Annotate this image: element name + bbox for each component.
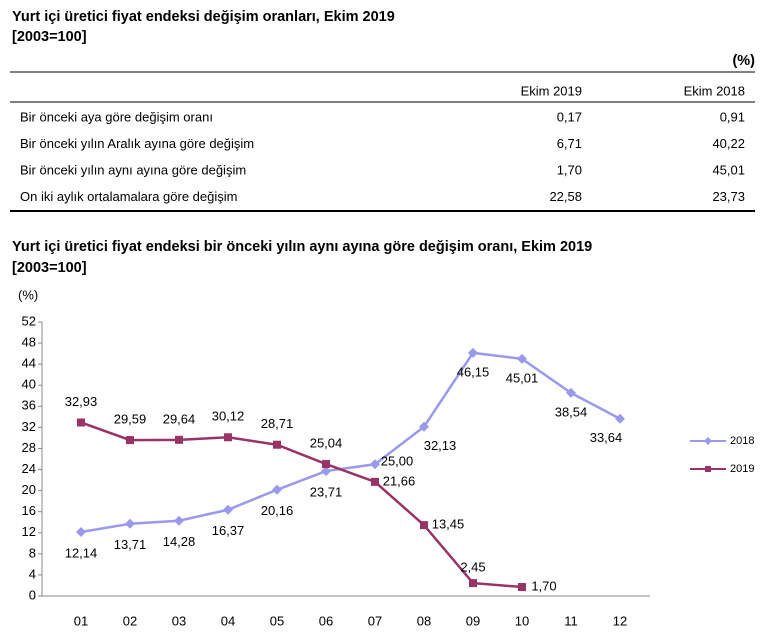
data-label: 1,70 [531, 578, 556, 593]
chart-subtitle: [2003=100] [12, 260, 87, 276]
marker [419, 421, 429, 432]
data-label: 25,04 [310, 435, 343, 450]
y-tick-label: 8 [29, 545, 36, 560]
data-label: 20,16 [261, 503, 294, 518]
y-tick-label: 20 [22, 482, 36, 497]
cell: 23,73 [712, 189, 745, 204]
x-tick-label: 09 [466, 613, 480, 628]
y-tick-label: 52 [22, 313, 36, 328]
marker [77, 418, 85, 427]
marker [175, 435, 183, 444]
unit-label: (%) [732, 53, 755, 69]
marker [126, 436, 134, 445]
marker [272, 484, 282, 495]
marker [322, 460, 330, 469]
data-label: 29,64 [163, 411, 196, 426]
data-label: 32,93 [65, 394, 98, 409]
marker [321, 466, 331, 477]
cell: 45,01 [712, 162, 745, 177]
series-line [80, 351, 621, 534]
cell: 6,71 [557, 136, 582, 151]
data-label: 12,14 [65, 545, 98, 560]
x-tick-label: 04 [221, 613, 235, 628]
marker [125, 518, 135, 529]
row-label: Bir önceki yılın Aralık ayına göre değiş… [20, 136, 254, 151]
data-label: 13,45 [432, 517, 465, 532]
cell: 0,91 [720, 109, 745, 124]
column-header: Ekim 2019 [521, 83, 582, 98]
marker [615, 413, 625, 424]
data-label: 29,59 [114, 412, 147, 427]
y-tick-label: 0 [29, 587, 36, 602]
table-body: Bir önceki aya göre değişim oranı 0,17 0,9… [20, 109, 745, 204]
marker [224, 433, 232, 442]
y-tick-label: 36 [22, 398, 36, 413]
marker [517, 353, 527, 364]
chart-title: Yurt içi üretici fiyat endeksi bir öncek… [12, 239, 592, 255]
y-tick-label: 16 [22, 503, 36, 518]
row-label: On iki aylık ortalamalara göre değişim [20, 189, 237, 204]
x-tick-label: 07 [368, 613, 382, 628]
x-tick-label: 02 [123, 613, 137, 628]
marker [420, 521, 428, 530]
y-tick-label: 4 [29, 566, 36, 581]
row-label: Bir önceki aya göre değişim oranı [20, 109, 213, 124]
x-tick-label: 12 [613, 613, 627, 628]
x-tick-label: 06 [319, 613, 333, 628]
data-label: 28,71 [261, 416, 294, 431]
data-label: 23,71 [310, 485, 343, 500]
y-tick-label: 28 [22, 440, 36, 455]
column-header: Ekim 2018 [684, 83, 745, 98]
data-label: 16,37 [212, 523, 245, 538]
legend-label: 2018 [730, 435, 754, 447]
data-label: 33,64 [590, 430, 623, 445]
marker [223, 504, 233, 515]
cell: 22,58 [549, 189, 582, 204]
x-tick-label: 03 [172, 613, 186, 628]
page-title: Yurt içi üretici fiyat endeksi değişim o… [12, 9, 395, 25]
marker [468, 347, 478, 358]
marker [371, 477, 379, 486]
marker [370, 459, 380, 470]
marker [174, 515, 184, 526]
y-tick-label: 40 [22, 377, 36, 392]
data-label: 21,66 [383, 473, 416, 488]
row-label: Bir önceki yılın aynı ayına göre değişim [20, 162, 246, 177]
x-tick-label: 10 [515, 613, 529, 628]
data-label: 14,28 [163, 534, 196, 549]
y-axis-label: (%) [18, 287, 38, 302]
cell: 1,70 [557, 162, 582, 177]
data-label: 30,12 [212, 409, 245, 424]
legend-label: 2019 [730, 463, 754, 475]
x-tick-label: 08 [417, 613, 431, 628]
y-tick-label: 32 [22, 419, 36, 434]
marker [76, 527, 86, 538]
y-tick-label: 48 [22, 335, 36, 350]
data-label: 46,15 [457, 364, 490, 379]
series-line [80, 421, 523, 589]
y-tick-label: 44 [22, 356, 36, 371]
marker [518, 583, 526, 592]
legend-marker [704, 437, 712, 445]
data-label: 32,13 [424, 438, 457, 453]
page-subtitle: [2003=100] [12, 29, 87, 45]
data-label: 25,00 [381, 454, 414, 469]
marker [273, 440, 281, 449]
x-tick-label: 01 [74, 613, 88, 628]
x-tick-label: 11 [564, 613, 578, 628]
data-label: 38,54 [555, 404, 588, 419]
marker [566, 387, 576, 398]
legend-marker [705, 466, 711, 472]
cell: 40,22 [712, 136, 745, 151]
data-label: 45,01 [506, 370, 539, 385]
y-tick-label: 12 [22, 524, 36, 539]
x-tick-label: 05 [270, 613, 284, 628]
data-label: 2,45 [460, 560, 485, 575]
cell: 0,17 [557, 109, 582, 124]
data-label: 13,71 [114, 537, 147, 552]
marker [469, 579, 477, 588]
y-tick-label: 24 [22, 461, 36, 476]
